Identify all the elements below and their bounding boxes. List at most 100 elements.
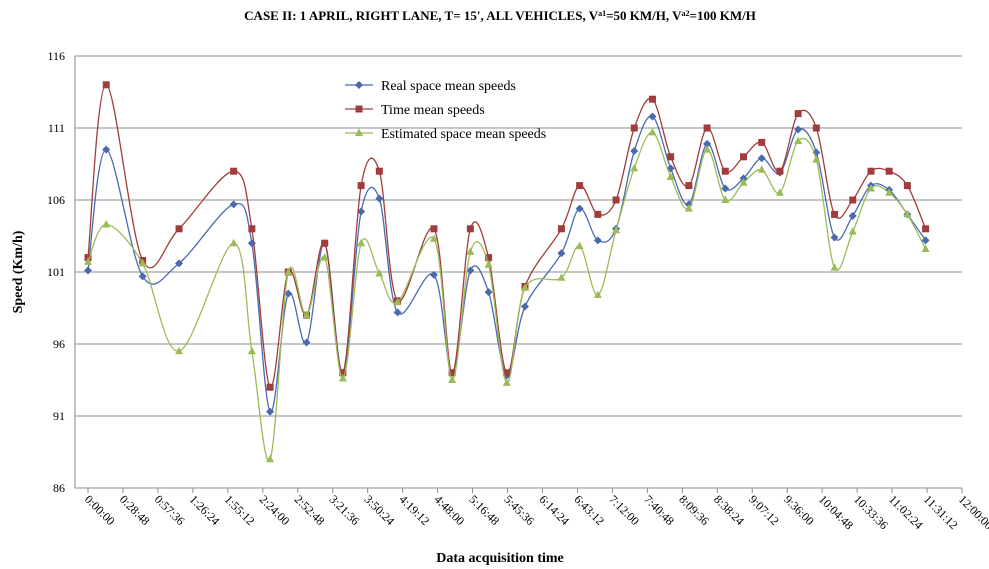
legend-label: Time mean speeds — [381, 103, 485, 118]
marker — [393, 308, 402, 317]
y-axis-label: Speed (Km/h) — [11, 230, 26, 313]
y-tick-label: 86 — [53, 481, 65, 495]
x-tick-label: 0:00:00 — [82, 492, 118, 528]
legend-label: Real space mean speeds — [381, 79, 516, 94]
x-tick-label: 3:50:24 — [362, 492, 398, 528]
x-tick-label: 11:02:24 — [886, 492, 926, 532]
marker — [575, 204, 584, 213]
x-tick-label: 5:45:36 — [501, 492, 537, 528]
marker — [466, 247, 475, 255]
marker — [466, 225, 474, 233]
marker — [302, 338, 311, 347]
marker — [776, 167, 784, 175]
marker — [612, 225, 621, 234]
y-tick-label: 106 — [47, 193, 65, 207]
marker — [138, 272, 147, 281]
marker — [502, 378, 511, 386]
marker — [703, 145, 712, 153]
marker — [284, 267, 293, 275]
marker — [740, 153, 747, 161]
marker — [684, 204, 693, 212]
series-line — [87, 115, 927, 413]
marker — [812, 155, 821, 163]
marker — [266, 407, 275, 416]
marker — [794, 110, 802, 118]
y-tick-label: 111 — [48, 121, 65, 135]
marker — [266, 383, 274, 391]
marker — [393, 297, 402, 306]
marker — [557, 225, 565, 233]
marker — [921, 244, 930, 252]
marker — [794, 136, 803, 144]
marker — [355, 81, 363, 89]
x-tick-label: 12:00:00 — [956, 492, 989, 532]
x-tick-label: 10:33:36 — [851, 492, 891, 532]
title-part: a2 — [682, 9, 690, 18]
marker — [448, 375, 457, 383]
marker — [849, 196, 857, 204]
marker — [375, 167, 383, 175]
marker — [430, 225, 438, 233]
x-tick-label: 9:07:12 — [746, 492, 782, 528]
marker — [648, 127, 657, 136]
marker — [302, 310, 311, 319]
title-part: =100 KM/H — [690, 8, 756, 23]
marker — [830, 233, 839, 242]
x-tick-label: 10:04:48 — [816, 492, 856, 532]
marker — [721, 167, 729, 175]
x-tick-label: 2:24:00 — [257, 492, 293, 528]
marker — [575, 241, 584, 250]
marker — [355, 105, 363, 113]
marker — [648, 95, 656, 103]
marker — [885, 167, 893, 175]
marker — [757, 165, 766, 173]
marker — [448, 369, 456, 377]
marker — [812, 124, 820, 132]
marker — [885, 188, 894, 196]
marker — [230, 167, 238, 175]
marker — [703, 139, 712, 148]
y-tick-label: 101 — [47, 265, 65, 279]
marker — [321, 239, 329, 247]
marker — [357, 207, 366, 216]
marker — [648, 112, 657, 121]
marker — [320, 253, 329, 261]
chart-title: CASE II: 1 APRIL, RIGHT LANE, T= 15', AL… — [244, 8, 756, 23]
marker — [229, 238, 238, 247]
title-part: =50 KM/H, V — [606, 8, 682, 23]
marker — [229, 200, 238, 209]
marker — [357, 182, 365, 190]
marker — [721, 184, 730, 193]
marker — [848, 211, 857, 220]
x-tick-label: 5:16:48 — [466, 492, 502, 528]
marker — [429, 270, 438, 279]
marker — [247, 346, 256, 355]
x-tick-label: 11:31:12 — [921, 492, 961, 532]
x-axis-label: Data acquisition time — [436, 551, 564, 566]
marker — [703, 124, 711, 132]
marker — [521, 283, 529, 291]
x-tick-label: 8:09:36 — [676, 492, 712, 528]
marker — [138, 258, 147, 267]
marker — [485, 254, 493, 262]
marker — [848, 227, 857, 235]
marker — [521, 302, 529, 311]
x-tick-label: 1:26:24 — [187, 492, 223, 528]
marker — [102, 81, 110, 89]
x-tick-label: 4:19:12 — [397, 492, 433, 528]
marker — [338, 374, 347, 382]
marker — [612, 196, 620, 204]
marker — [339, 369, 347, 377]
x-tick-label: 7:12:00 — [606, 492, 642, 528]
marker — [903, 182, 911, 190]
x-tick-label: 4:48:00 — [431, 492, 467, 528]
marker — [903, 209, 912, 218]
title-part: a1 — [598, 9, 606, 18]
legend-label: Estimated space mean speeds — [381, 127, 546, 142]
marker — [866, 183, 875, 192]
marker — [284, 289, 293, 298]
marker — [175, 225, 183, 233]
marker — [102, 145, 111, 154]
marker — [794, 125, 803, 134]
